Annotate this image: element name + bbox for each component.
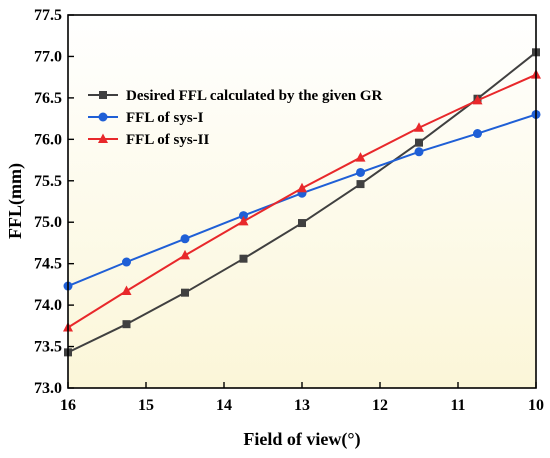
y-axis-label: FFL(mm) bbox=[5, 163, 26, 239]
data-point bbox=[122, 320, 131, 329]
data-point bbox=[297, 182, 307, 193]
y-tick-label: 75.0 bbox=[34, 214, 62, 231]
x-axis-label: Field of view(°) bbox=[243, 429, 360, 450]
data-point bbox=[180, 234, 190, 244]
legend: Desired FFL calculated by the given GR FF… bbox=[88, 88, 383, 148]
tick-layer: 16 15 14 13 12 11 10 73.0 73.5 74.0 74.5 75.0 75.5 76… bbox=[34, 7, 544, 414]
data-point bbox=[414, 122, 424, 132]
data-point bbox=[238, 215, 249, 226]
data-point bbox=[122, 257, 131, 267]
data-point bbox=[473, 129, 482, 139]
legend-label: FFL of sys-I bbox=[126, 110, 204, 126]
legend-marker bbox=[98, 112, 108, 122]
x-tick-label: 10 bbox=[528, 397, 544, 414]
y-tick-label: 77.0 bbox=[34, 48, 62, 65]
legend-item: Desired FFL calculated by the given GR bbox=[88, 88, 383, 104]
data-point bbox=[356, 167, 365, 177]
legend-label: Desired FFL calculated by the given GR bbox=[126, 88, 383, 104]
series-3 bbox=[63, 69, 541, 332]
data-point bbox=[239, 254, 248, 263]
data-point bbox=[414, 147, 424, 157]
data-point bbox=[472, 94, 483, 105]
y-tick-label: 74.0 bbox=[34, 297, 62, 314]
x-tick-label: 16 bbox=[60, 397, 76, 414]
y-tick-label: 77.5 bbox=[34, 7, 62, 24]
x-tick-label: 11 bbox=[450, 397, 465, 414]
data-point bbox=[415, 138, 423, 147]
data-point bbox=[181, 288, 189, 297]
y-tick-label: 73.5 bbox=[34, 339, 62, 356]
y-tick-label: 73.0 bbox=[34, 380, 62, 397]
y-tick-label: 76.5 bbox=[34, 90, 62, 107]
legend-marker bbox=[99, 91, 107, 99]
data-point bbox=[121, 285, 132, 296]
x-tick-label: 12 bbox=[372, 397, 388, 414]
legend-item: FFL of sys-I bbox=[88, 110, 204, 126]
x-tick-label: 15 bbox=[138, 397, 154, 414]
legend-label: FFL of sys-II bbox=[126, 132, 210, 148]
x-tick-label: 13 bbox=[294, 397, 310, 414]
data-point bbox=[356, 180, 365, 189]
plot-background bbox=[68, 15, 536, 388]
data-point bbox=[180, 249, 190, 260]
x-tick-label: 14 bbox=[216, 397, 232, 414]
data-point bbox=[298, 219, 306, 228]
legend-item: FFL of sys-II bbox=[88, 132, 210, 148]
data-point bbox=[355, 152, 366, 162]
data-point bbox=[239, 211, 248, 221]
y-tick-label: 74.5 bbox=[34, 256, 62, 273]
y-tick-label: 76.0 bbox=[34, 131, 62, 148]
y-tick-label: 75.5 bbox=[34, 173, 62, 190]
legend-marker bbox=[98, 133, 108, 143]
